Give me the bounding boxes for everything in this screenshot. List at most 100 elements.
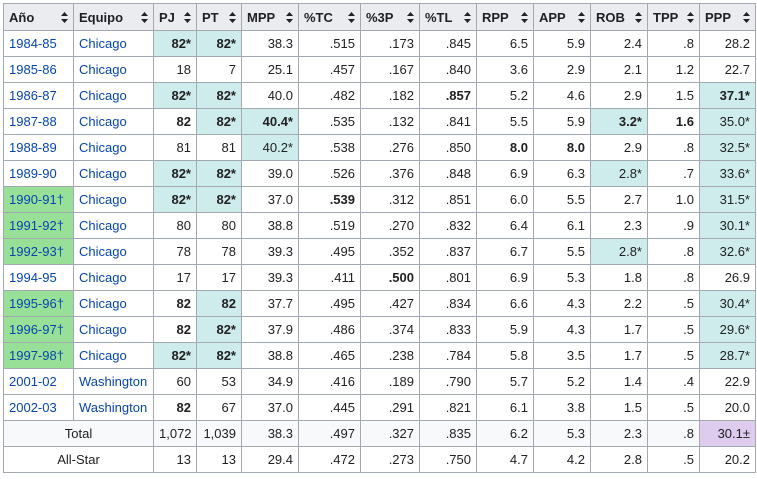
sort-icon[interactable]: [635, 12, 642, 23]
app-cell: 6.1: [533, 212, 591, 239]
sort-icon[interactable]: [687, 12, 694, 23]
team-link[interactable]: Washington: [73, 368, 154, 395]
season-link[interactable]: 1990-91†: [3, 186, 74, 213]
pt-cell: 82*: [196, 82, 242, 109]
team-link[interactable]: Chicago: [73, 238, 154, 265]
team-link[interactable]: Washington: [73, 394, 154, 421]
p3-cell: .132: [360, 108, 420, 135]
season-link[interactable]: 1991-92†: [3, 212, 74, 239]
table-row: 2002-03 Washington 82 67 37.0.445.291.821 6.1…: [3, 394, 756, 421]
col-header-tl[interactable]: %TL: [419, 3, 477, 31]
season-link[interactable]: 1994-95: [3, 264, 74, 291]
team-link[interactable]: Chicago: [73, 316, 154, 343]
sort-icon[interactable]: [578, 12, 585, 23]
tc-cell: .519: [298, 212, 361, 239]
rob-cell: 2.1: [590, 56, 648, 83]
col-header-label: APP: [539, 9, 566, 25]
team-link[interactable]: Chicago: [73, 160, 154, 187]
rpp-cell: 5.7: [476, 368, 534, 395]
col-header-label: PJ: [159, 9, 175, 25]
team-link[interactable]: Chicago: [73, 264, 154, 291]
rob-cell: 2.9: [590, 134, 648, 161]
col-header-app[interactable]: APP: [533, 3, 591, 31]
p3-cell: .273: [360, 446, 420, 473]
sort-icon[interactable]: [407, 12, 414, 23]
sort-icon[interactable]: [743, 12, 750, 23]
team-link[interactable]: Chicago: [73, 342, 154, 369]
pt-cell: 82*: [196, 342, 242, 369]
mpp-cell: 37.9: [241, 316, 299, 343]
season-link[interactable]: 1985-86: [3, 56, 74, 83]
sort-icon[interactable]: [521, 12, 528, 23]
mpp-cell: 34.9: [241, 368, 299, 395]
col-header-tc[interactable]: %TC: [298, 3, 361, 31]
season-link[interactable]: 1995-96†: [3, 290, 74, 317]
team-link[interactable]: Chicago: [73, 82, 154, 109]
team-link[interactable]: Chicago: [73, 30, 154, 57]
col-header-rob[interactable]: ROB: [590, 3, 648, 31]
mpp-cell: 39.3: [241, 238, 299, 265]
team-link[interactable]: Chicago: [73, 134, 154, 161]
col-header-tpp[interactable]: TPP: [647, 3, 700, 31]
team-link[interactable]: Chicago: [73, 108, 154, 135]
pt-cell: 82*: [196, 30, 242, 57]
col-header-rpp[interactable]: RPP: [476, 3, 534, 31]
mpp-cell: 38.8: [241, 342, 299, 369]
sort-icon[interactable]: [141, 12, 148, 23]
pj-cell: 17: [153, 264, 197, 291]
tpp-cell: .8: [647, 134, 700, 161]
team-link[interactable]: Chicago: [73, 212, 154, 239]
pt-cell: 67: [196, 394, 242, 421]
team-link[interactable]: Chicago: [73, 56, 154, 83]
col-header-3p[interactable]: %3P: [360, 3, 420, 31]
season-link[interactable]: 2002-03: [3, 394, 74, 421]
sort-icon[interactable]: [464, 12, 471, 23]
pt-cell: 80: [196, 212, 242, 239]
season-link[interactable]: 1996-97†: [3, 316, 74, 343]
table-row: 1985-86 Chicago 18 7 25.1.457.167.840 3.6 2.9 2…: [3, 56, 756, 83]
tpp-cell: 1.2: [647, 56, 700, 83]
tpp-cell: 1.0: [647, 186, 700, 213]
col-header-pj[interactable]: PJ: [153, 3, 197, 31]
rpp-cell: 6.5: [476, 30, 534, 57]
ppp-cell: 20.0: [699, 394, 756, 421]
app-cell: 4.3: [533, 290, 591, 317]
season-link[interactable]: 2001-02: [3, 368, 74, 395]
season-link[interactable]: 1997-98†: [3, 342, 74, 369]
col-header-equipo[interactable]: Equipo: [73, 3, 154, 31]
tpp-cell: 1.5: [647, 82, 700, 109]
sort-icon[interactable]: [61, 12, 68, 23]
team-link[interactable]: Chicago: [73, 186, 154, 213]
col-header-label: ROB: [596, 9, 625, 25]
sort-icon[interactable]: [286, 12, 293, 23]
tpp-cell: .8: [647, 420, 700, 447]
header-row: Año Equipo PJ PT MPP %TC %3P %TL RPP APP…: [3, 3, 756, 31]
tl-cell: .840: [419, 56, 477, 83]
col-header-ano[interactable]: Año: [3, 3, 74, 31]
ppp-cell: 22.9: [699, 368, 756, 395]
season-link[interactable]: 1986-87: [3, 82, 74, 109]
sort-icon[interactable]: [348, 12, 355, 23]
col-header-label: MPP: [247, 9, 276, 25]
rpp-cell: 6.0: [476, 186, 534, 213]
tl-cell: .835: [419, 420, 477, 447]
col-header-mpp[interactable]: MPP: [241, 3, 299, 31]
season-link[interactable]: 1984-85: [3, 30, 74, 57]
rob-cell: 2.9: [590, 82, 648, 109]
sort-icon[interactable]: [229, 12, 236, 23]
pj-cell: 80: [153, 212, 197, 239]
season-link[interactable]: 1988-89: [3, 134, 74, 161]
p3-cell: .276: [360, 134, 420, 161]
season-link[interactable]: 1992-93†: [3, 238, 74, 265]
col-header-ppp[interactable]: PPP: [699, 3, 756, 31]
table-row: 1996-97† Chicago 82 82* 37.9.486.374.833 5.9 4…: [3, 316, 756, 343]
pj-cell: 82*: [153, 160, 197, 187]
team-link[interactable]: Chicago: [73, 290, 154, 317]
col-header-pt[interactable]: PT: [196, 3, 242, 31]
sort-icon[interactable]: [184, 12, 191, 23]
season-link[interactable]: 1989-90: [3, 160, 74, 187]
tpp-cell: .8: [647, 238, 700, 265]
rob-cell: 2.8*: [590, 160, 648, 187]
season-link[interactable]: 1987-88: [3, 108, 74, 135]
table-row: 1991-92† Chicago 80 80 38.8.519.270.832 6.4 6.…: [3, 212, 756, 239]
